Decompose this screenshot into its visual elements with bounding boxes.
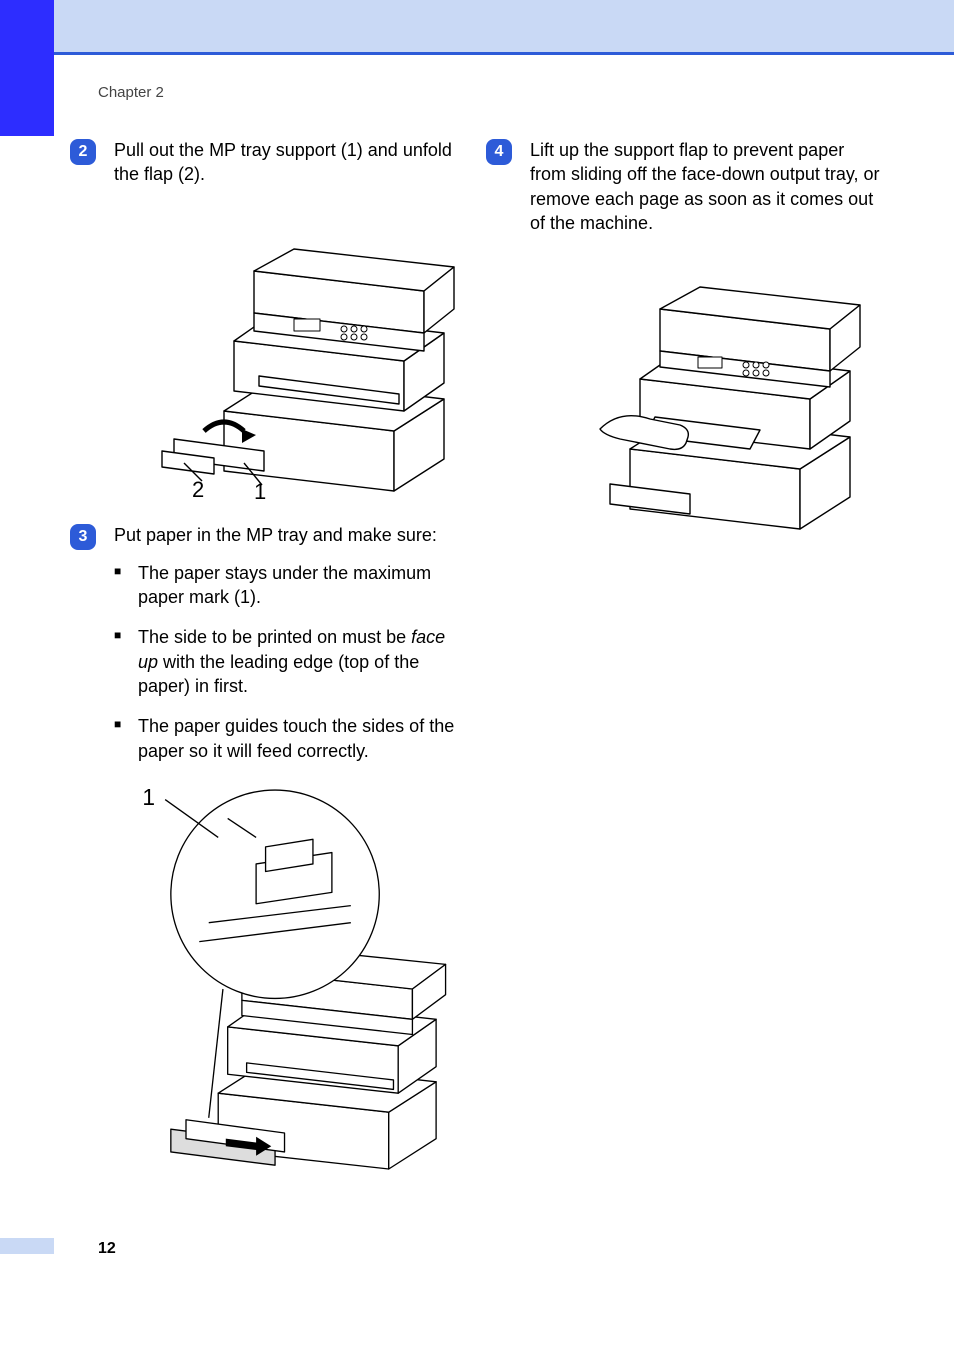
step-number: 2 [70, 139, 96, 165]
header-band [0, 0, 954, 52]
step-number: 4 [486, 139, 512, 165]
left-column: 2 Pull out the MP tray support (1) and u… [70, 138, 468, 1221]
step-3-bullets: The paper stays under the maximum paper … [114, 561, 468, 763]
bullet-2: The side to be printed on must be face u… [114, 625, 468, 698]
callout-1: 1 [142, 784, 155, 810]
step-3-lead: Put paper in the MP tray and make sure: [114, 523, 468, 547]
callout-2: 2 [192, 477, 204, 501]
step-badge-4: 4 [486, 139, 512, 165]
bullet-1: The paper stays under the maximum paper … [114, 561, 468, 610]
page-number: 12 [98, 1240, 116, 1258]
step-4: 4 Lift up the support flap to prevent pa… [486, 138, 884, 549]
side-tab [0, 0, 54, 136]
step-2-text: Pull out the MP tray support (1) and unf… [114, 138, 468, 187]
footer-tab [0, 1238, 54, 1254]
callout-1: 1 [254, 479, 266, 501]
step-badge-3: 3 [70, 524, 96, 550]
figure-step-3: 1 [114, 779, 468, 1199]
chapter-label: Chapter 2 [98, 84, 164, 101]
step-number: 3 [70, 524, 96, 550]
bullet-2b: with the leading edge (top of the paper)… [138, 652, 419, 696]
step-3: 3 Put paper in the MP tray and make sure… [70, 523, 468, 1199]
figure-step-2: 2 1 [144, 201, 468, 501]
figure-step-4 [560, 249, 884, 549]
bullet-2a: The side to be printed on must be [138, 627, 411, 647]
right-column: 4 Lift up the support flap to prevent pa… [486, 138, 884, 571]
manual-page: Chapter 2 12 2 Pull out the MP tray supp… [0, 0, 954, 1348]
step-2: 2 Pull out the MP tray support (1) and u… [70, 138, 468, 501]
header-rule [0, 52, 954, 55]
content-columns: 2 Pull out the MP tray support (1) and u… [70, 138, 884, 1218]
bullet-3: The paper guides touch the sides of the … [114, 714, 468, 763]
step-4-text: Lift up the support flap to prevent pape… [530, 138, 884, 235]
step-badge-2: 2 [70, 139, 96, 165]
